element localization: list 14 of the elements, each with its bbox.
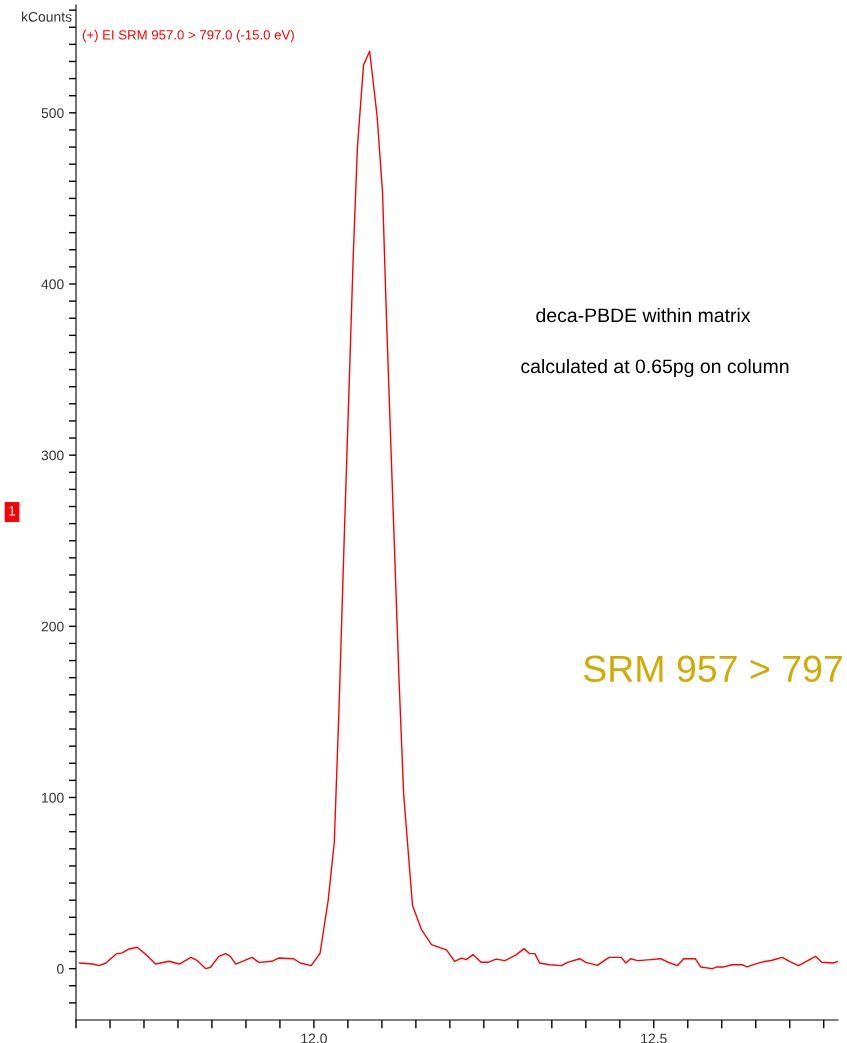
y-tick-label: 300 — [41, 450, 64, 461]
y-tick-label: 400 — [41, 279, 64, 290]
y-tick-label: 0 — [57, 963, 64, 974]
annotation: SRM 957 > 797 — [583, 655, 842, 683]
annotation: deca-PBDE within matrix — [536, 307, 751, 323]
y-axis-title: kCounts — [21, 11, 72, 22]
annotation: calculated at 0.65pg on column — [521, 358, 789, 378]
y-tick-label: 100 — [42, 792, 64, 803]
y-tick-label: 200 — [41, 621, 64, 632]
y-tick-label: 500 — [41, 108, 64, 118]
text: 1 — [9, 506, 16, 516]
x-tick-label: 12.0 — [301, 1033, 327, 1043]
annotation: (+) EI SRM 957.0 > 797.0 (-15.0 eV) — [82, 29, 294, 43]
x-tick-label: 12.5 — [641, 1033, 667, 1043]
